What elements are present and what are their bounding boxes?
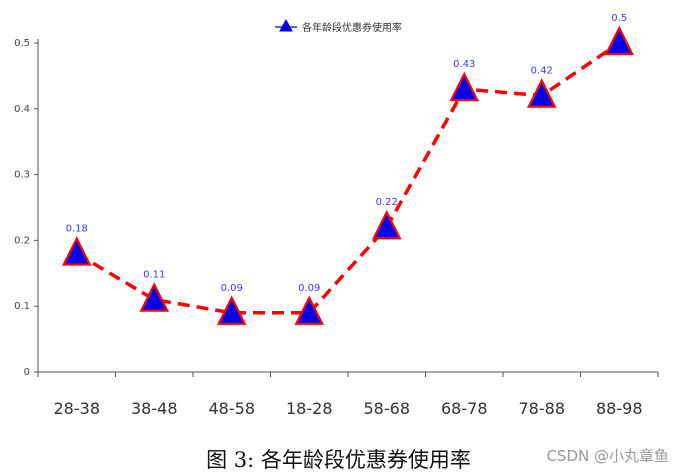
axes: 0 0.1 0.2 0.3 0.4 0.5 28-38 38-48 48-58 18-28 58-6… bbox=[14, 38, 659, 418]
legend-label: 各年龄段优惠券使用率 bbox=[302, 21, 402, 34]
legend: 各年龄段优惠券使用率 bbox=[275, 18, 402, 34]
watermark: CSDN @小丸章鱼 bbox=[546, 447, 669, 465]
data-label: 0.18 bbox=[66, 224, 88, 235]
data-label: 0.09 bbox=[221, 283, 243, 294]
data-point-triangle bbox=[139, 282, 170, 312]
data-point-triangle bbox=[604, 25, 635, 56]
data-label: 0.09 bbox=[298, 283, 320, 294]
y-tick-label: 0.1 bbox=[14, 301, 30, 312]
data-label: 0.11 bbox=[143, 270, 165, 281]
data-label: 0.22 bbox=[376, 197, 398, 208]
x-tick-label: 68-78 bbox=[441, 399, 488, 418]
y-tick-label: 0.5 bbox=[14, 38, 30, 49]
x-tick-label: 78-88 bbox=[519, 399, 566, 418]
legend-triangle-icon bbox=[279, 18, 293, 32]
data-point-triangle bbox=[371, 209, 402, 240]
y-tick-label: 0.2 bbox=[14, 235, 30, 246]
x-tick-label: 88-98 bbox=[596, 399, 643, 418]
x-tick-label: 28-38 bbox=[54, 399, 101, 418]
data-label: 0.43 bbox=[453, 59, 475, 70]
series-line bbox=[75, 41, 621, 315]
figure-caption: 图 3: 各年龄段优惠券使用率 bbox=[206, 448, 471, 472]
x-tick-label: 48-58 bbox=[209, 399, 256, 418]
x-tick-label: 58-68 bbox=[364, 399, 411, 418]
y-tick-label: 0 bbox=[24, 367, 30, 378]
data-point-triangle bbox=[216, 295, 247, 325]
x-tick-label: 18-28 bbox=[286, 399, 333, 418]
data-point-triangle bbox=[526, 78, 557, 108]
y-tick-label: 0.4 bbox=[14, 104, 30, 115]
line-chart: 各年龄段优惠券使用率 0 0.1 0.2 0.3 0.4 0.5 28-38 38-48 48-… bbox=[14, 13, 659, 418]
series-group: 0.18 0.11 0.09 0.09 0.22 0.43 0.42 0.5 bbox=[61, 13, 635, 325]
data-label: 0.42 bbox=[531, 66, 553, 77]
data-point-triangle bbox=[61, 236, 92, 266]
y-tick-label: 0.3 bbox=[14, 170, 30, 181]
data-point-triangle bbox=[449, 71, 480, 102]
data-point-triangle bbox=[294, 295, 325, 325]
data-label: 0.5 bbox=[611, 13, 627, 24]
x-tick-label: 38-48 bbox=[131, 399, 178, 418]
